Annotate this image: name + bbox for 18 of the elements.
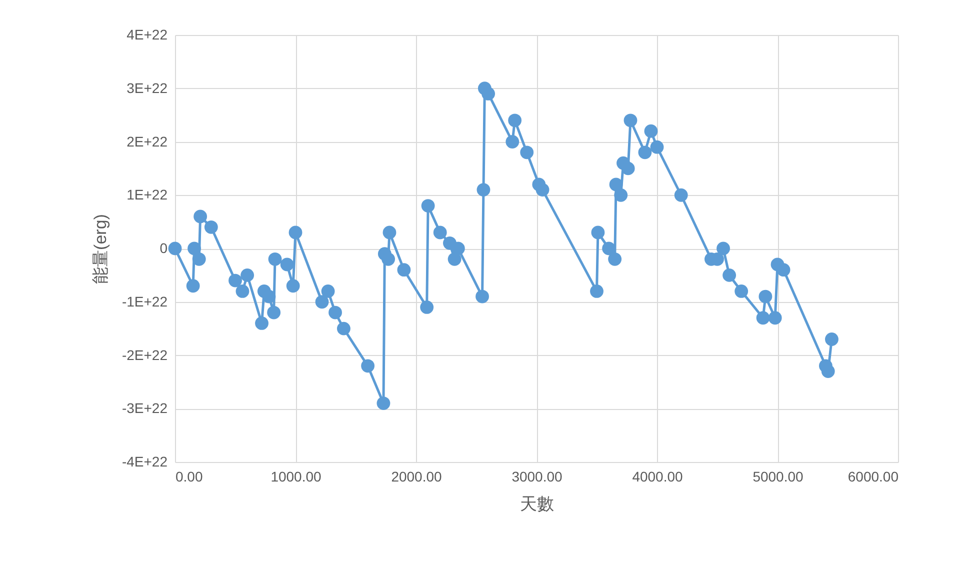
y-axis-title: 能量(erg) bbox=[90, 214, 110, 284]
x-axis-title: 天數 bbox=[520, 494, 554, 514]
x-tick-label: 0.00 bbox=[176, 468, 203, 484]
x-tick-label: 6000.00 bbox=[848, 468, 899, 484]
y-tick-label: 4E+22 bbox=[126, 26, 168, 42]
y-tick-label: 0 bbox=[160, 240, 168, 256]
y-tick-label: 2E+22 bbox=[126, 133, 168, 150]
y-tick-label: -2E+22 bbox=[122, 346, 168, 363]
x-tick-label: 1000.00 bbox=[270, 468, 322, 484]
x-tick-label: 3000.00 bbox=[512, 468, 563, 484]
x-tick-label: 5000.00 bbox=[752, 468, 804, 484]
x-tick-label: 2000.00 bbox=[391, 468, 442, 484]
y-tick-label: -3E+22 bbox=[122, 400, 168, 416]
x-tick-label: 4000.00 bbox=[632, 468, 684, 484]
y-tick-label: -4E+22 bbox=[122, 454, 168, 470]
y-tick-label: 1E+22 bbox=[126, 186, 168, 203]
y-tick-label: 3E+22 bbox=[126, 80, 168, 96]
y-tick-label: -1E+22 bbox=[122, 293, 168, 310]
